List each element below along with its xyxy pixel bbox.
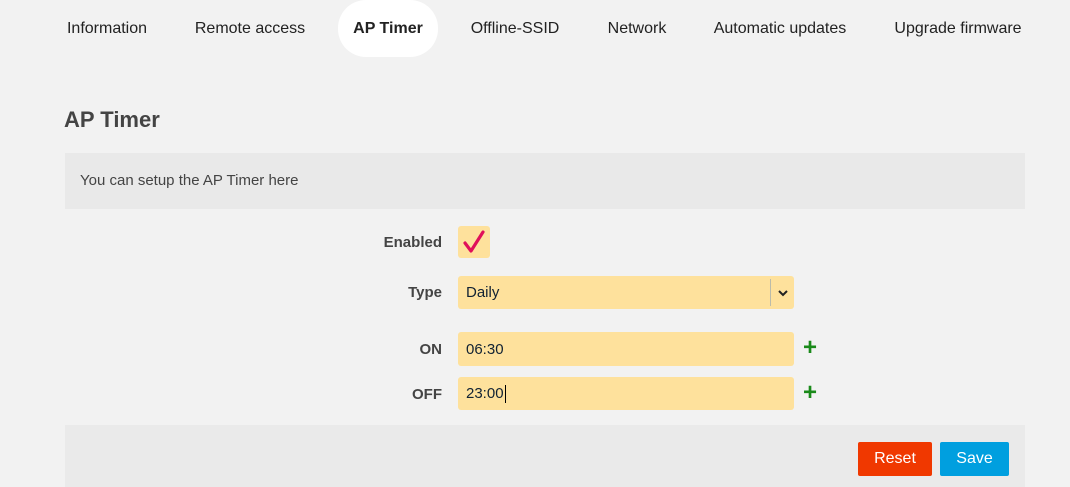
text-cursor: [504, 384, 506, 403]
plus-icon[interactable]: +: [803, 379, 818, 406]
off-label: OFF: [412, 386, 442, 403]
on-time-input[interactable]: 06:30: [458, 332, 794, 366]
enabled-label: Enabled: [383, 234, 442, 251]
type-value: Daily: [466, 284, 500, 301]
page-title: AP Timer: [64, 107, 160, 132]
plus-icon[interactable]: +: [803, 334, 818, 361]
tab-ap-timer[interactable]: AP Timer: [338, 0, 438, 57]
save-button[interactable]: Save: [940, 442, 1009, 476]
enabled-checkbox[interactable]: [458, 226, 490, 258]
tab-upgrade-firmware[interactable]: Upgrade firmware: [894, 20, 1022, 37]
type-select[interactable]: Daily: [458, 276, 794, 309]
reset-button[interactable]: Reset: [858, 442, 932, 476]
off-time-input[interactable]: 23:00: [458, 377, 794, 410]
off-time-value: 23:00: [466, 385, 504, 402]
tab-automatic-updates[interactable]: Automatic updates: [713, 20, 847, 37]
tab-network[interactable]: Network: [607, 20, 667, 37]
on-label: ON: [419, 341, 443, 358]
on-time-value: 06:30: [466, 340, 504, 358]
tab-information[interactable]: Information: [66, 20, 148, 37]
tab-remote-access[interactable]: Remote access: [194, 20, 306, 37]
type-label: Type: [408, 284, 442, 301]
page-description: You can setup the AP Timer here: [65, 153, 1025, 209]
tab-offline-ssid[interactable]: Offline-SSID: [470, 20, 560, 37]
chevron-down-icon: [770, 279, 794, 306]
checkmark-icon: [463, 230, 485, 253]
